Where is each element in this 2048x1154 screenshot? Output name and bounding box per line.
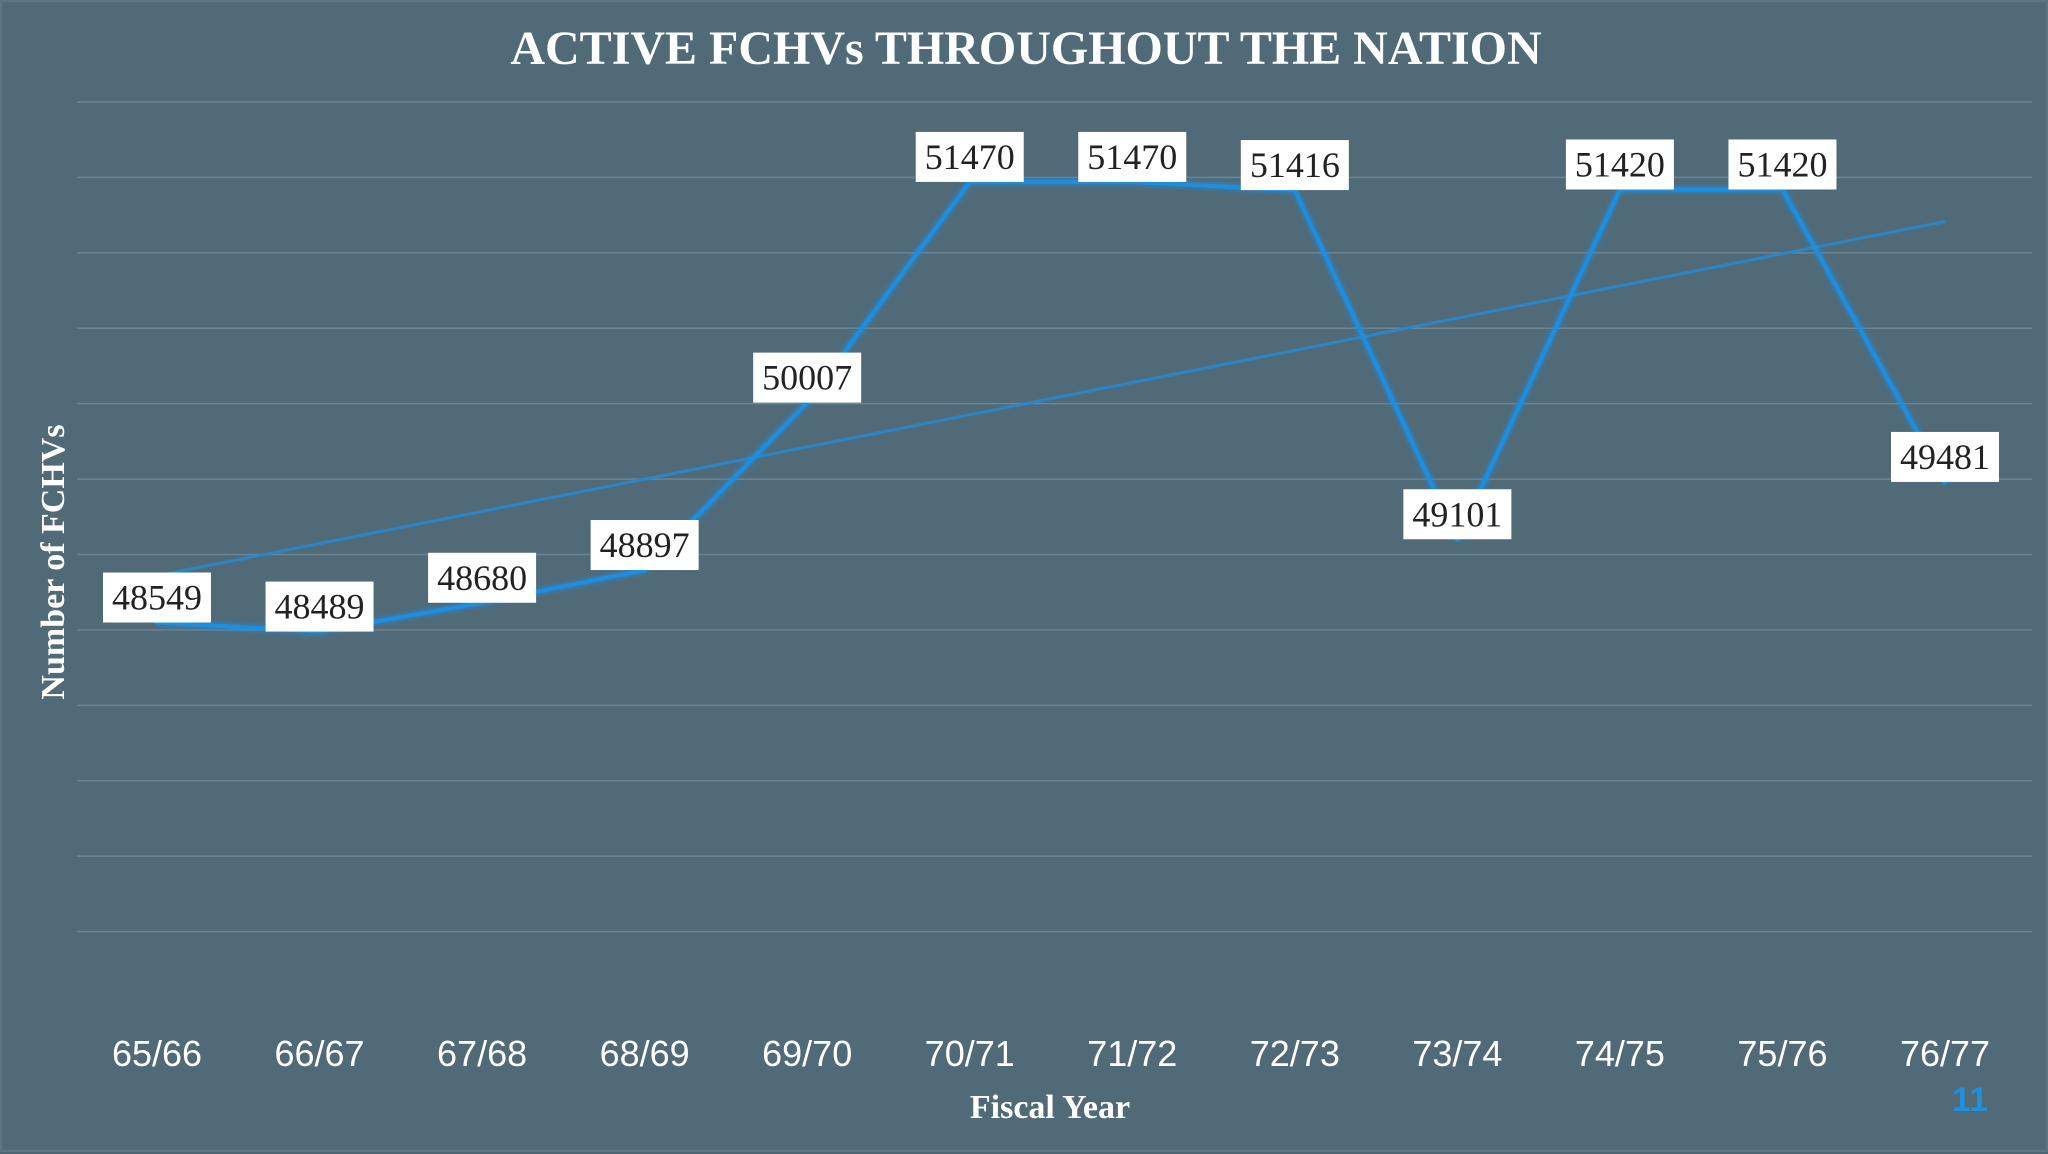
data-label-text: 51470 <box>1087 137 1177 177</box>
page-number: 11 <box>1952 1081 1988 1119</box>
data-label-text: 51470 <box>925 137 1015 177</box>
data-label-box <box>265 581 374 632</box>
data-label: 51470 <box>1078 131 1187 182</box>
data-label-box <box>915 131 1024 182</box>
data-label-box <box>1891 431 1999 482</box>
x-tick-label: 65/66 <box>112 1033 202 1074</box>
x-tick-label: 71/72 <box>1087 1033 1177 1074</box>
data-label-box <box>1403 489 1512 540</box>
data-label: 51420 <box>1565 139 1674 190</box>
data-label: 49101 <box>1403 489 1512 540</box>
data-label: 49481 <box>1891 431 1999 482</box>
x-tick-labels: 65/66 66/67 67/68 68/69 69/70 70/71 71/72 72/73… <box>112 1033 1990 1074</box>
trendline <box>156 220 1946 578</box>
data-label: 48489 <box>265 581 374 632</box>
data-label-text: 49481 <box>1900 437 1990 477</box>
x-tick-label: 75/76 <box>1737 1033 1827 1074</box>
data-label: 50007 <box>753 352 862 403</box>
data-label-text: 48489 <box>275 587 365 627</box>
data-label-text: 48680 <box>437 558 527 598</box>
data-label: 51420 <box>1728 139 1837 190</box>
data-label-box <box>1728 139 1837 190</box>
data-label-text: 48549 <box>112 578 202 618</box>
data-label-box <box>590 520 699 571</box>
x-tick-label: 68/69 <box>600 1033 690 1074</box>
chart-title: ACTIVE FCHVs THROUGHOUT THE NATION <box>510 22 1542 75</box>
x-tick-label: 66/67 <box>274 1033 364 1074</box>
data-label-text: 51416 <box>1250 145 1340 185</box>
data-label: 48680 <box>428 552 537 603</box>
data-label: 48897 <box>590 520 699 571</box>
series-group <box>154 179 1948 635</box>
x-tick-label: 74/75 <box>1575 1033 1665 1074</box>
data-label-text: 51420 <box>1575 144 1665 184</box>
data-label-text: 50007 <box>762 358 852 398</box>
x-tick-label: 76/77 <box>1900 1033 1990 1074</box>
x-tick-label: 69/70 <box>762 1033 852 1074</box>
data-labels: 48549 48489 48680 48897 50007 51470 51470 51416… <box>103 131 1999 632</box>
x-tick-label: 67/68 <box>437 1033 527 1074</box>
x-tick-label: 73/74 <box>1412 1033 1502 1074</box>
data-label: 51416 <box>1240 140 1349 191</box>
x-tick-label: 70/71 <box>925 1033 1015 1074</box>
data-label-text: 49101 <box>1412 494 1502 534</box>
data-label-text: 48897 <box>600 525 690 565</box>
data-label-box <box>103 572 211 623</box>
data-label-box <box>1565 139 1674 190</box>
y-axis-label: Number of FCHVs <box>35 424 72 699</box>
trendline-group <box>156 220 1946 578</box>
data-label-box <box>753 352 862 403</box>
data-label-text: 51420 <box>1737 144 1827 184</box>
x-tick-label: 72/73 <box>1250 1033 1340 1074</box>
gridlines <box>77 101 2032 933</box>
x-axis-label: Fiscal Year <box>970 1089 1130 1126</box>
data-label-box <box>1240 140 1349 191</box>
data-label-box <box>428 552 537 603</box>
series-line <box>156 179 1947 634</box>
data-label: 51470 <box>915 131 1024 182</box>
data-label-box <box>1078 131 1187 182</box>
data-label: 48549 <box>103 572 211 623</box>
